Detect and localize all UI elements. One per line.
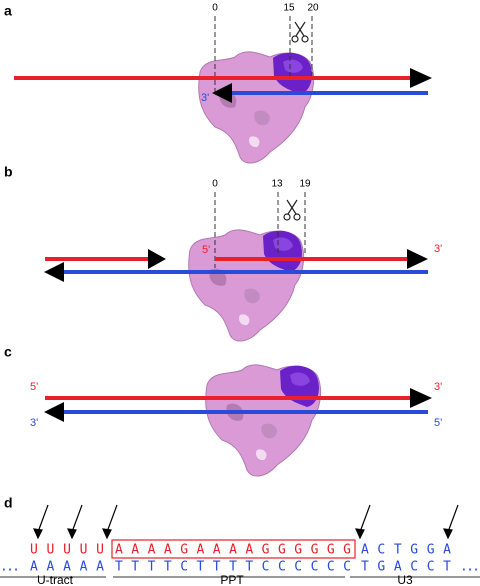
panel-label: a <box>4 3 12 19</box>
sequence: U U U U U <box>30 543 104 558</box>
strand-end-label: 3' <box>201 92 209 104</box>
strand-end-label: 5' <box>30 381 38 393</box>
sequence: A A A A G A A A A G G G G G G <box>115 543 351 558</box>
strand-end-label: 3' <box>434 243 442 255</box>
position-label: 13 <box>271 179 283 190</box>
position-label: 19 <box>299 179 311 190</box>
arrowhead <box>148 249 166 269</box>
arrowhead <box>410 68 432 88</box>
position-label: 0 <box>212 179 218 190</box>
arrowhead <box>212 83 232 103</box>
ppt-box <box>111 539 356 559</box>
protein-surface <box>198 51 315 164</box>
arrowhead <box>44 262 64 282</box>
sequence: A A A A A <box>30 560 104 575</box>
strand-end-label: 5' <box>434 417 442 429</box>
panel-label: d <box>4 495 13 511</box>
sequence: A C T G G A <box>361 543 451 558</box>
strand-end-label: 3' <box>434 381 442 393</box>
arrowhead <box>44 402 64 422</box>
panel-label: c <box>4 344 12 360</box>
sequence: ... <box>460 560 480 575</box>
protein-surface <box>205 364 322 477</box>
position-label: 20 <box>307 3 319 14</box>
region-label: U-tract <box>37 573 74 586</box>
position-label: 15 <box>283 3 295 14</box>
sequence: ... <box>0 560 20 575</box>
scissors <box>283 199 301 221</box>
region-label: U3 <box>397 573 413 586</box>
sequence: T T T T C T T T T C C C C C C <box>115 560 351 575</box>
sequence: T G A C C T <box>361 560 451 575</box>
region-label: PPT <box>220 573 244 586</box>
panel-label: b <box>4 164 13 180</box>
arrowhead <box>410 388 432 408</box>
cleavage-arrows <box>33 504 459 540</box>
scissors <box>291 21 309 43</box>
strand-end-label: 5' <box>202 244 210 256</box>
arrowhead <box>407 249 428 269</box>
position-label: 0 <box>212 3 218 14</box>
strand-end-label: 3' <box>30 417 38 429</box>
